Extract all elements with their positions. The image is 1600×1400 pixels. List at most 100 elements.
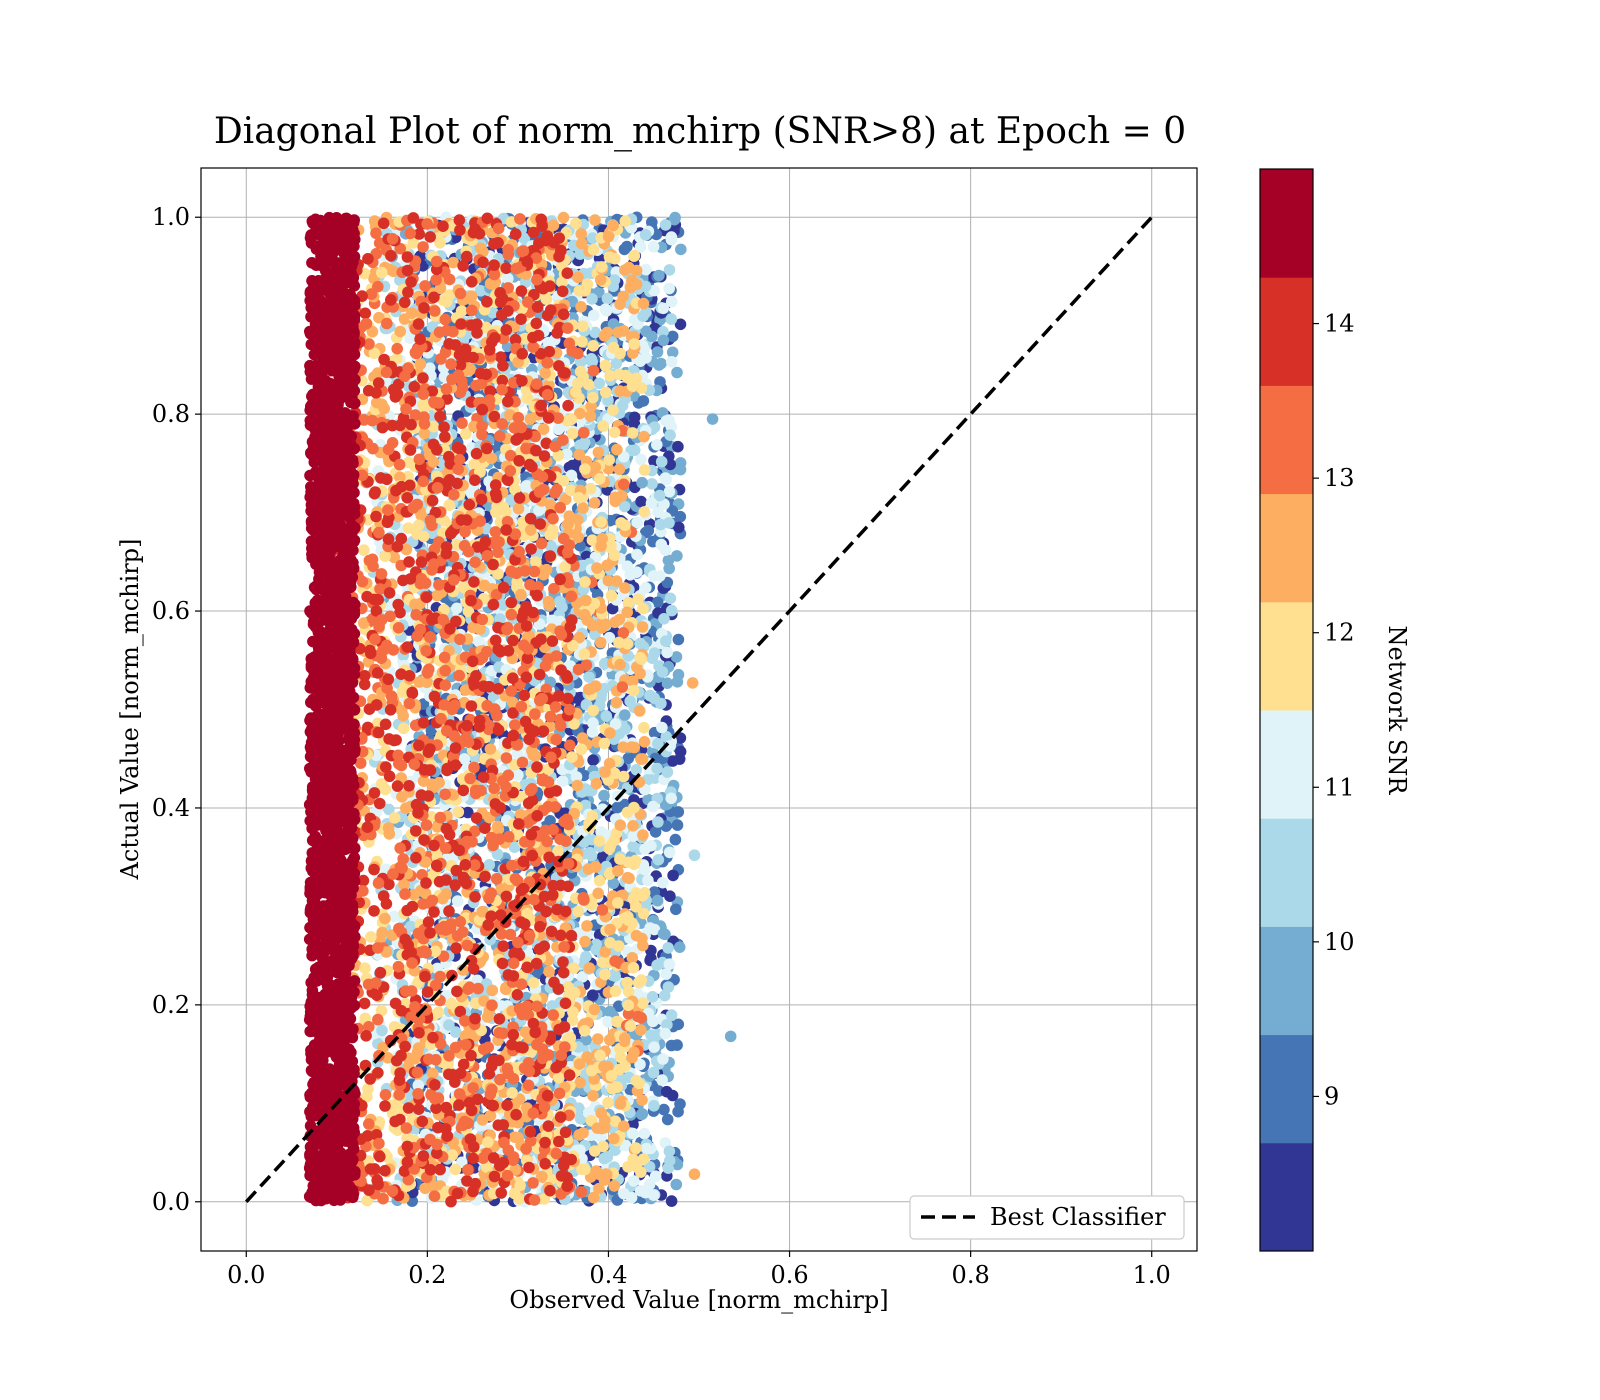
scatter-point (671, 676, 684, 688)
scatter-point (376, 266, 388, 279)
scatter-point (657, 325, 669, 338)
scatter-point (670, 1178, 683, 1191)
scatter-point (663, 264, 676, 276)
scatter-point (665, 233, 678, 246)
scatter-point (646, 478, 658, 490)
scatter-point (574, 1076, 586, 1089)
scatter-point (581, 920, 593, 932)
scatter-point (614, 819, 627, 831)
scatter-point (586, 293, 598, 305)
scatter-point (653, 269, 665, 282)
scatter-point (658, 1103, 670, 1116)
scatter-point (656, 1074, 668, 1086)
scatter-point (533, 504, 545, 517)
scatter-point (602, 1016, 614, 1028)
scatter-point (625, 1191, 638, 1204)
scatter-point (610, 696, 623, 709)
scatter-point (618, 451, 630, 463)
scatter-point (608, 1180, 621, 1192)
plot-area (200, 167, 1198, 1252)
scatter-point (600, 710, 613, 722)
scatter-point (546, 614, 559, 627)
scatter-point (592, 887, 604, 900)
scatter-point (627, 684, 640, 697)
scatter-point (592, 446, 605, 459)
scatter-point (588, 1003, 601, 1016)
scatter-point (589, 214, 601, 226)
scatter-point (449, 1163, 462, 1176)
scatter-point (572, 663, 585, 676)
scatter-points (303, 211, 737, 1208)
scatter-point (657, 928, 670, 940)
scatter-point (637, 395, 650, 407)
scatter-point (671, 366, 683, 379)
scatter-point (673, 941, 686, 953)
scatter-point (660, 730, 672, 743)
scatter-point (605, 589, 618, 602)
scatter-point (664, 429, 676, 442)
scatter-point (666, 330, 679, 343)
scatter-point (451, 602, 463, 615)
scatter-point (674, 318, 687, 331)
scatter-point (588, 309, 600, 322)
scatter-point (640, 1142, 653, 1155)
scatter-point (601, 1151, 614, 1163)
scatter-point (580, 950, 592, 963)
scatter-point (594, 636, 607, 649)
scatter-point (464, 292, 477, 305)
scatter-point (566, 751, 578, 763)
scatter-point (663, 486, 676, 498)
scatter-point (651, 439, 663, 451)
scatter-point (596, 851, 609, 863)
scatter-point (589, 861, 602, 873)
scatter-point (573, 448, 586, 461)
scatter-point (629, 854, 642, 867)
scatter-point (512, 502, 525, 515)
scatter-point (518, 232, 531, 245)
scatter-point (651, 346, 664, 358)
scatter-point (609, 985, 622, 997)
scatter-point (662, 1162, 675, 1174)
scatter-point (587, 704, 599, 717)
scatter-point (527, 977, 540, 989)
scatter-point (657, 302, 670, 315)
scatter-point (606, 602, 619, 615)
scatter-point (484, 743, 497, 755)
scatter-point (661, 766, 674, 778)
scatter-point (667, 755, 679, 767)
scatter-point (578, 648, 591, 660)
scatter-point (578, 1025, 591, 1037)
scatter-point (565, 413, 577, 426)
scatter-point (664, 592, 677, 605)
scatter-point (630, 764, 643, 776)
scatter-point (640, 582, 652, 594)
scatter-point (670, 903, 682, 916)
scatter-point (673, 521, 685, 534)
scatter-point (600, 386, 612, 399)
scatter-point (484, 933, 497, 946)
scatter-point (655, 697, 667, 710)
scatter-point (593, 377, 606, 390)
scatter-point (656, 721, 668, 734)
scatter-point (640, 352, 652, 364)
scatter-point (412, 1079, 425, 1092)
scatter-point (613, 636, 625, 649)
scatter-point (647, 800, 659, 813)
scatter-point (594, 274, 607, 286)
scatter-point (539, 367, 551, 379)
scatter-point (610, 357, 623, 370)
scatter-point (587, 340, 599, 352)
scatter-point (661, 677, 674, 689)
scatter-point (570, 217, 582, 230)
scatter-point (616, 490, 628, 502)
scatter-point (655, 538, 668, 551)
scatter-point (652, 506, 664, 518)
scatter-point (618, 1120, 630, 1132)
scatter-point (636, 753, 649, 765)
scatter-point (611, 1081, 623, 1093)
scatter-point (478, 579, 491, 592)
scatter-point (577, 502, 589, 514)
scatter-point (632, 976, 645, 989)
scatter-point (604, 727, 616, 739)
scatter-point (446, 1149, 459, 1161)
